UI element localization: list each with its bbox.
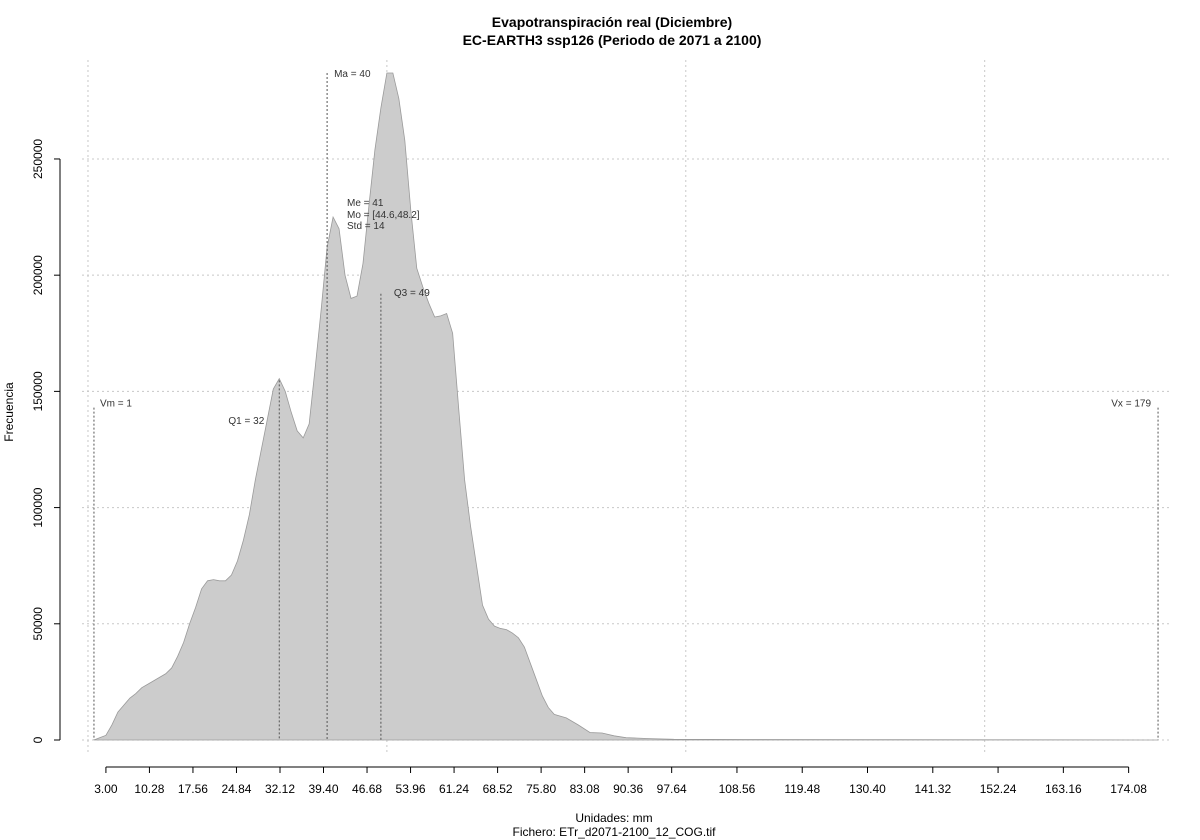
y-tick-label: 250000: [31, 139, 45, 179]
y-tick-label: 150000: [31, 371, 45, 411]
x-tick-label: 174.08: [1110, 782, 1147, 796]
x-tick-label: 61.24: [439, 782, 469, 796]
markers: Vm = 1 Q1 = 32 Ma = 40 Q3 = 49 Vx = 179: [93, 69, 1159, 740]
x-tick-label: 75.80: [526, 782, 556, 796]
x-tick-label: 46.68: [352, 782, 382, 796]
y-tick-label: 0: [31, 736, 45, 743]
x-tick-label: 53.96: [396, 782, 426, 796]
x-tick-label: 90.36: [613, 782, 643, 796]
density-area: [93, 72, 1159, 741]
x-tick-label: 10.28: [134, 782, 164, 796]
x-tick-label: 141.32: [914, 782, 951, 796]
x-tick-label: 17.56: [178, 782, 208, 796]
y-axis-label: Frecuencia: [2, 382, 16, 442]
x-tick-label: 108.56: [719, 782, 756, 796]
x-tick-label: 97.64: [657, 782, 687, 796]
chart-title: Evapotranspiración real (Diciembre): [492, 14, 732, 30]
stat-std: Std = 14: [347, 221, 385, 232]
x-tick-label: 83.08: [570, 782, 600, 796]
marker-label: Q1 = 32: [228, 416, 264, 427]
x-axis-label: Unidades: mm: [575, 811, 652, 825]
file-footer: Fichero: ETr_d2071-2100_12_COG.tif: [513, 825, 717, 839]
x-tick-label: 130.40: [849, 782, 886, 796]
y-tick-label: 200000: [31, 255, 45, 295]
x-tick-label: 39.40: [308, 782, 338, 796]
x-tick-label: 119.48: [784, 782, 820, 796]
stat-median: Me = 41: [347, 198, 384, 209]
axes: 0 50000 100000 150000 200000 250000 3.00 10.28 1…: [31, 139, 1147, 796]
x-tick-label: 152.24: [980, 782, 1017, 796]
marker-label: Vx = 179: [1111, 399, 1151, 410]
x-tick-label: 24.84: [221, 782, 251, 796]
chart-subtitle: EC-EARTH3 ssp126 (Periodo de 2071 a 2100…: [463, 32, 762, 48]
marker-label: Q3 = 49: [394, 288, 430, 299]
x-tick-label: 32.12: [265, 782, 295, 796]
x-tick-label: 3.00: [94, 782, 118, 796]
x-tick-label: 68.52: [483, 782, 513, 796]
marker-label: Vm = 1: [100, 399, 132, 410]
x-tick-label: 163.16: [1045, 782, 1082, 796]
marker-label: Ma = 40: [334, 69, 371, 80]
y-tick-label: 50000: [31, 607, 45, 641]
y-tick-label: 100000: [31, 487, 45, 527]
stat-mode: Mo = [44.6,48.2]: [347, 210, 420, 221]
